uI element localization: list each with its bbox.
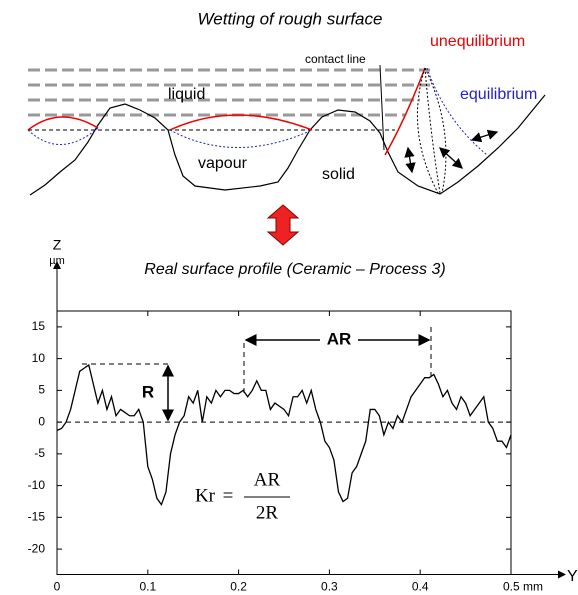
label: solid xyxy=(322,166,355,183)
y-axis-unit: µm xyxy=(49,255,65,267)
y-tick-label: 5 xyxy=(38,383,45,397)
label: unequilibrium xyxy=(430,33,525,50)
profile-line xyxy=(56,363,512,507)
y-tick-label: 10 xyxy=(32,351,46,365)
chart: AR R Kr = AR 2R Real surface profile (Ce… xyxy=(49,237,578,586)
label: liquid xyxy=(168,86,205,103)
meniscus xyxy=(169,129,313,148)
liquid-lines xyxy=(28,68,430,117)
x-tick-label: 0.3 xyxy=(321,580,338,594)
meniscus xyxy=(384,67,426,156)
label: contact line xyxy=(305,52,366,66)
diagram-title: Wetting of rough surface xyxy=(198,9,383,28)
y-tick-label: -15 xyxy=(28,510,46,524)
y-axis-label: Z xyxy=(53,237,62,253)
meniscus xyxy=(426,67,488,156)
formula-denominator: 2R xyxy=(256,502,279,523)
arrows xyxy=(404,129,499,174)
wetting-diagram: Wetting of rough surface contact line un… xyxy=(27,9,546,246)
x-tick-label: 0.5 mm xyxy=(503,580,543,594)
x-tick-label: 0.4 xyxy=(412,580,429,594)
pointer xyxy=(379,64,385,151)
formula-lhs: Kr xyxy=(195,485,216,506)
x-tick-label: 0.1 xyxy=(139,580,156,594)
label: equilibrium xyxy=(460,86,537,103)
formula: Kr = AR 2R xyxy=(195,469,290,523)
annotation: AR xyxy=(327,329,352,348)
meniscus xyxy=(27,127,99,145)
y-tick-label: -20 xyxy=(28,541,46,555)
surface xyxy=(29,94,546,196)
meniscus xyxy=(27,116,99,131)
dotted-guides xyxy=(417,67,447,194)
y-tick-label: -10 xyxy=(28,478,46,492)
x-tick-label: 0 xyxy=(54,580,61,594)
x-axis-label: Y xyxy=(567,568,578,585)
plot-frame xyxy=(56,310,512,575)
x-tick-label: 0.2 xyxy=(230,580,247,594)
y-tick-label: 0 xyxy=(38,414,45,428)
chart-title: Real surface profile (Ceramic – Process … xyxy=(144,261,445,278)
meniscus xyxy=(169,114,313,131)
double-arrow xyxy=(266,204,300,246)
label: vapour xyxy=(198,155,248,172)
y-tick-label: -5 xyxy=(34,446,45,460)
y-tick-label: 15 xyxy=(32,319,46,333)
formula-operator: = xyxy=(223,485,234,506)
annotation: R xyxy=(142,382,154,401)
formula-numerator: AR xyxy=(254,469,281,490)
